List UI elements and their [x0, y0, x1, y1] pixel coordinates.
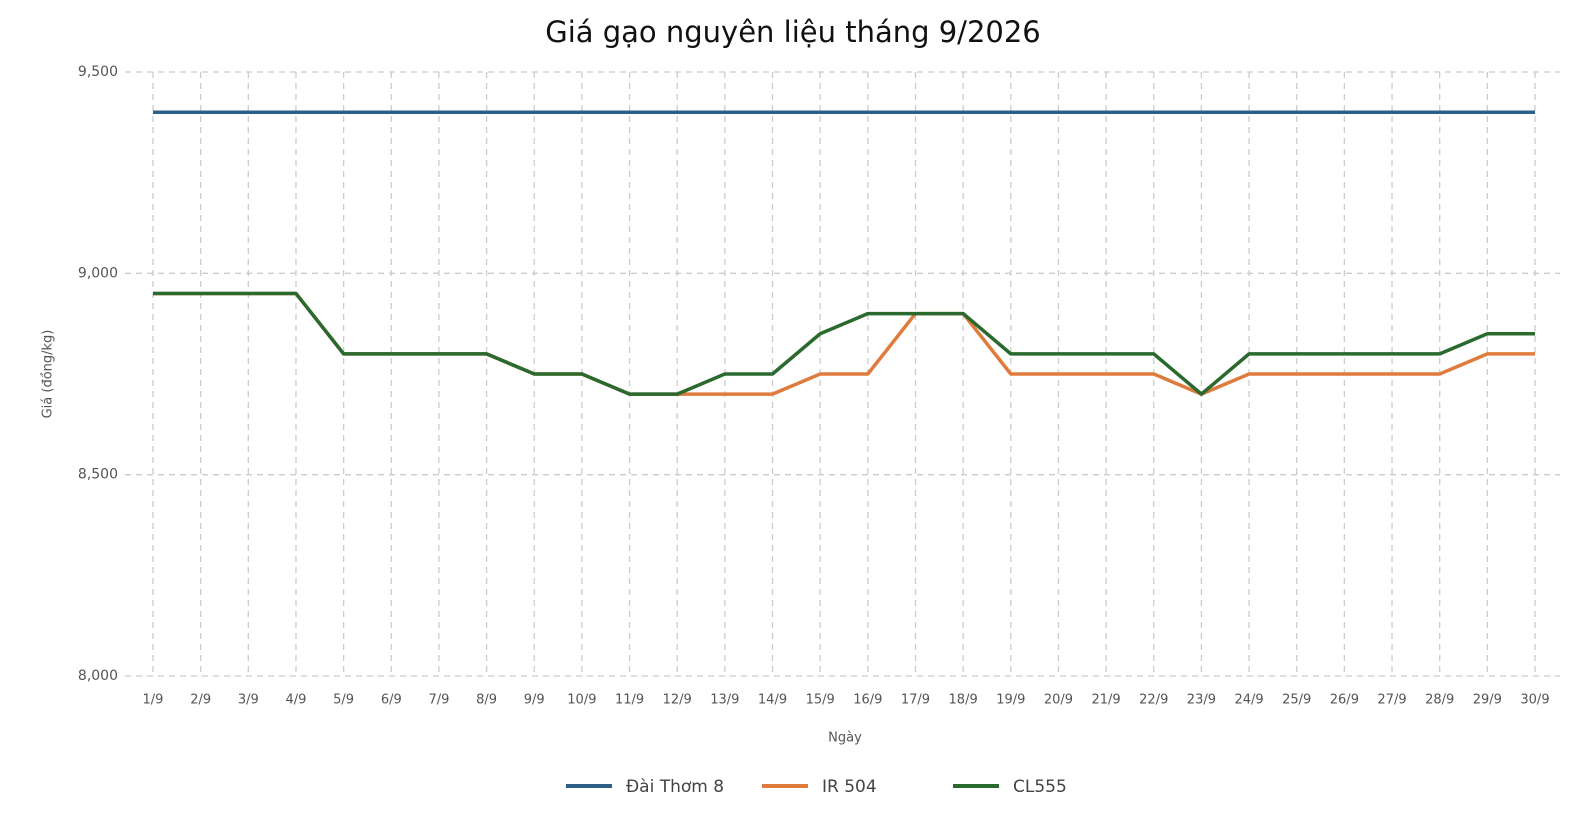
x-tick-label: 20/9 [1044, 693, 1073, 708]
y-tick-label: 9,500 [78, 64, 118, 80]
x-tick-label: 16/9 [853, 693, 882, 708]
x-tick-label: 5/9 [333, 693, 354, 708]
x-tick-label: 11/9 [615, 693, 644, 708]
x-tick-label: 12/9 [663, 693, 692, 708]
x-tick-label: 15/9 [806, 693, 835, 708]
x-tick-label: 4/9 [286, 693, 307, 708]
x-tick-label: 30/9 [1520, 693, 1549, 708]
legend-label: CL555 [1013, 777, 1067, 797]
x-tick-label: 19/9 [996, 693, 1025, 708]
x-tick-label: 23/9 [1187, 693, 1216, 708]
x-tick-label: 25/9 [1282, 693, 1311, 708]
x-tick-label: 24/9 [1234, 693, 1263, 708]
legend-label: IR 504 [822, 777, 877, 797]
y-tick-label: 8,500 [78, 467, 118, 483]
chart-title: Giá gạo nguyên liệu tháng 9/2026 [545, 15, 1041, 49]
x-tick-label: 3/9 [238, 693, 259, 708]
series-line [153, 291, 1535, 396]
x-tick-label: 26/9 [1330, 693, 1359, 708]
x-tick-label: 18/9 [949, 693, 978, 708]
x-tick-label: 7/9 [428, 693, 449, 708]
x-tick-label: 13/9 [710, 693, 739, 708]
x-tick-label: 14/9 [758, 693, 787, 708]
x-tick-label: 9/9 [524, 693, 545, 708]
x-tick-label: 28/9 [1425, 693, 1454, 708]
y-axis-label: Giá (đồng/kg) [41, 330, 56, 419]
x-tick-label: 27/9 [1377, 693, 1406, 708]
x-tick-label: 10/9 [567, 693, 596, 708]
x-axis-label: Ngày [828, 731, 862, 746]
x-tick-label: 8/9 [476, 693, 497, 708]
x-tick-label: 21/9 [1092, 693, 1121, 708]
y-tick-label: 9,000 [78, 265, 118, 281]
x-tick-label: 2/9 [190, 693, 211, 708]
legend-label: Đài Thơm 8 [626, 777, 724, 797]
x-tick-label: 1/9 [143, 693, 164, 708]
series-line [153, 291, 1535, 396]
x-tick-label: 29/9 [1473, 693, 1502, 708]
x-tick-label: 22/9 [1139, 693, 1168, 708]
y-tick-label: 8,000 [78, 668, 118, 684]
x-tick-label: 6/9 [381, 693, 402, 708]
x-tick-label: 17/9 [901, 693, 930, 708]
